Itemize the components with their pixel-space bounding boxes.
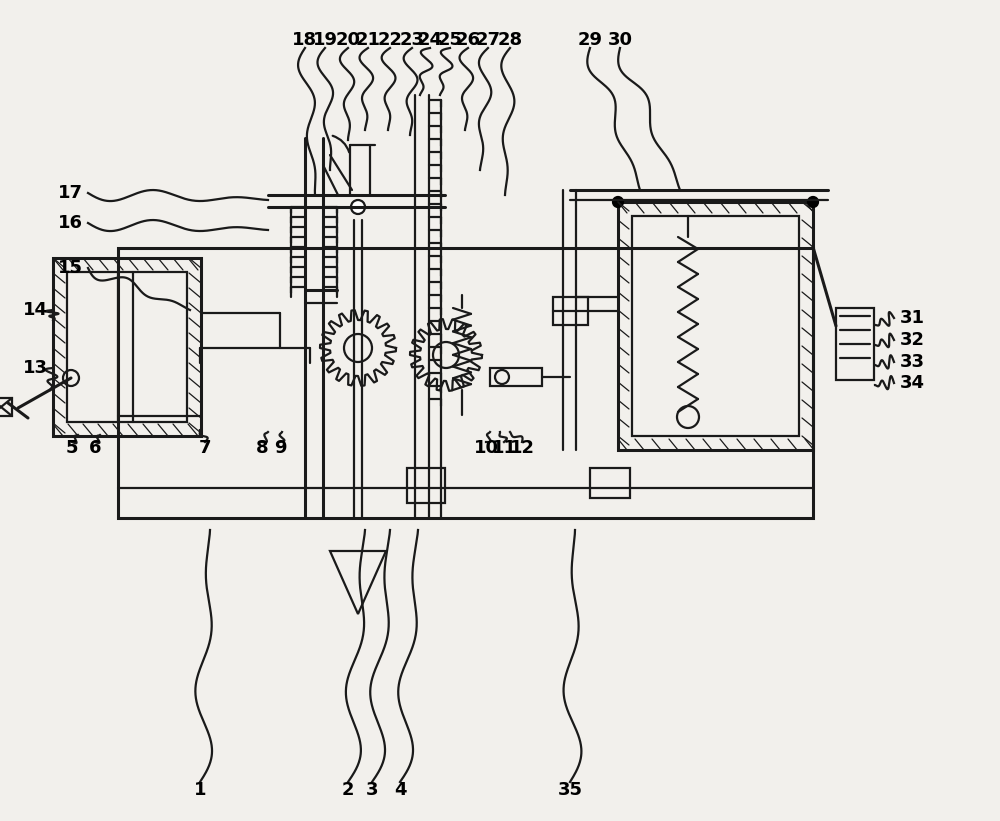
Text: 28: 28 bbox=[497, 31, 523, 49]
Text: 16: 16 bbox=[58, 214, 82, 232]
Circle shape bbox=[613, 197, 623, 207]
Text: 9: 9 bbox=[274, 439, 286, 457]
Text: 10: 10 bbox=[474, 439, 498, 457]
Text: 22: 22 bbox=[378, 31, 402, 49]
Text: 31: 31 bbox=[900, 309, 924, 327]
Text: 35: 35 bbox=[558, 781, 582, 799]
Text: 2: 2 bbox=[342, 781, 354, 799]
Text: 26: 26 bbox=[456, 31, 480, 49]
Text: 8: 8 bbox=[256, 439, 268, 457]
Bar bbox=[407, 468, 445, 503]
Text: 20: 20 bbox=[336, 31, 360, 49]
Circle shape bbox=[351, 200, 365, 214]
Bar bbox=[490, 368, 542, 386]
Text: 1: 1 bbox=[194, 781, 206, 799]
Text: 34: 34 bbox=[900, 374, 924, 392]
Text: 15: 15 bbox=[58, 259, 82, 277]
Bar bbox=[553, 297, 588, 325]
Text: 17: 17 bbox=[58, 184, 82, 202]
Text: 30: 30 bbox=[608, 31, 633, 49]
Text: 11: 11 bbox=[492, 439, 516, 457]
Bar bbox=[590, 468, 630, 498]
Bar bbox=[618, 202, 813, 450]
Text: 14: 14 bbox=[22, 301, 48, 319]
Text: 6: 6 bbox=[89, 439, 101, 457]
Bar bbox=[67, 272, 187, 422]
Bar bbox=[118, 248, 813, 518]
Text: 3: 3 bbox=[366, 781, 378, 799]
Bar bbox=[53, 258, 201, 436]
Text: 24: 24 bbox=[418, 31, 442, 49]
Text: 18: 18 bbox=[292, 31, 318, 49]
Text: 13: 13 bbox=[22, 359, 48, 377]
Circle shape bbox=[808, 197, 818, 207]
Text: 27: 27 bbox=[476, 31, 501, 49]
Text: 32: 32 bbox=[900, 331, 924, 349]
Text: 33: 33 bbox=[900, 353, 924, 371]
Bar bbox=[0, 398, 12, 416]
Bar bbox=[836, 308, 874, 380]
Text: 12: 12 bbox=[510, 439, 534, 457]
Text: 4: 4 bbox=[394, 781, 406, 799]
Text: 23: 23 bbox=[400, 31, 424, 49]
Bar bbox=[632, 216, 799, 436]
Text: 19: 19 bbox=[312, 31, 338, 49]
Text: 7: 7 bbox=[199, 439, 211, 457]
Text: 25: 25 bbox=[438, 31, 462, 49]
Text: 21: 21 bbox=[356, 31, 380, 49]
Text: 29: 29 bbox=[578, 31, 602, 49]
Text: 5: 5 bbox=[66, 439, 78, 457]
